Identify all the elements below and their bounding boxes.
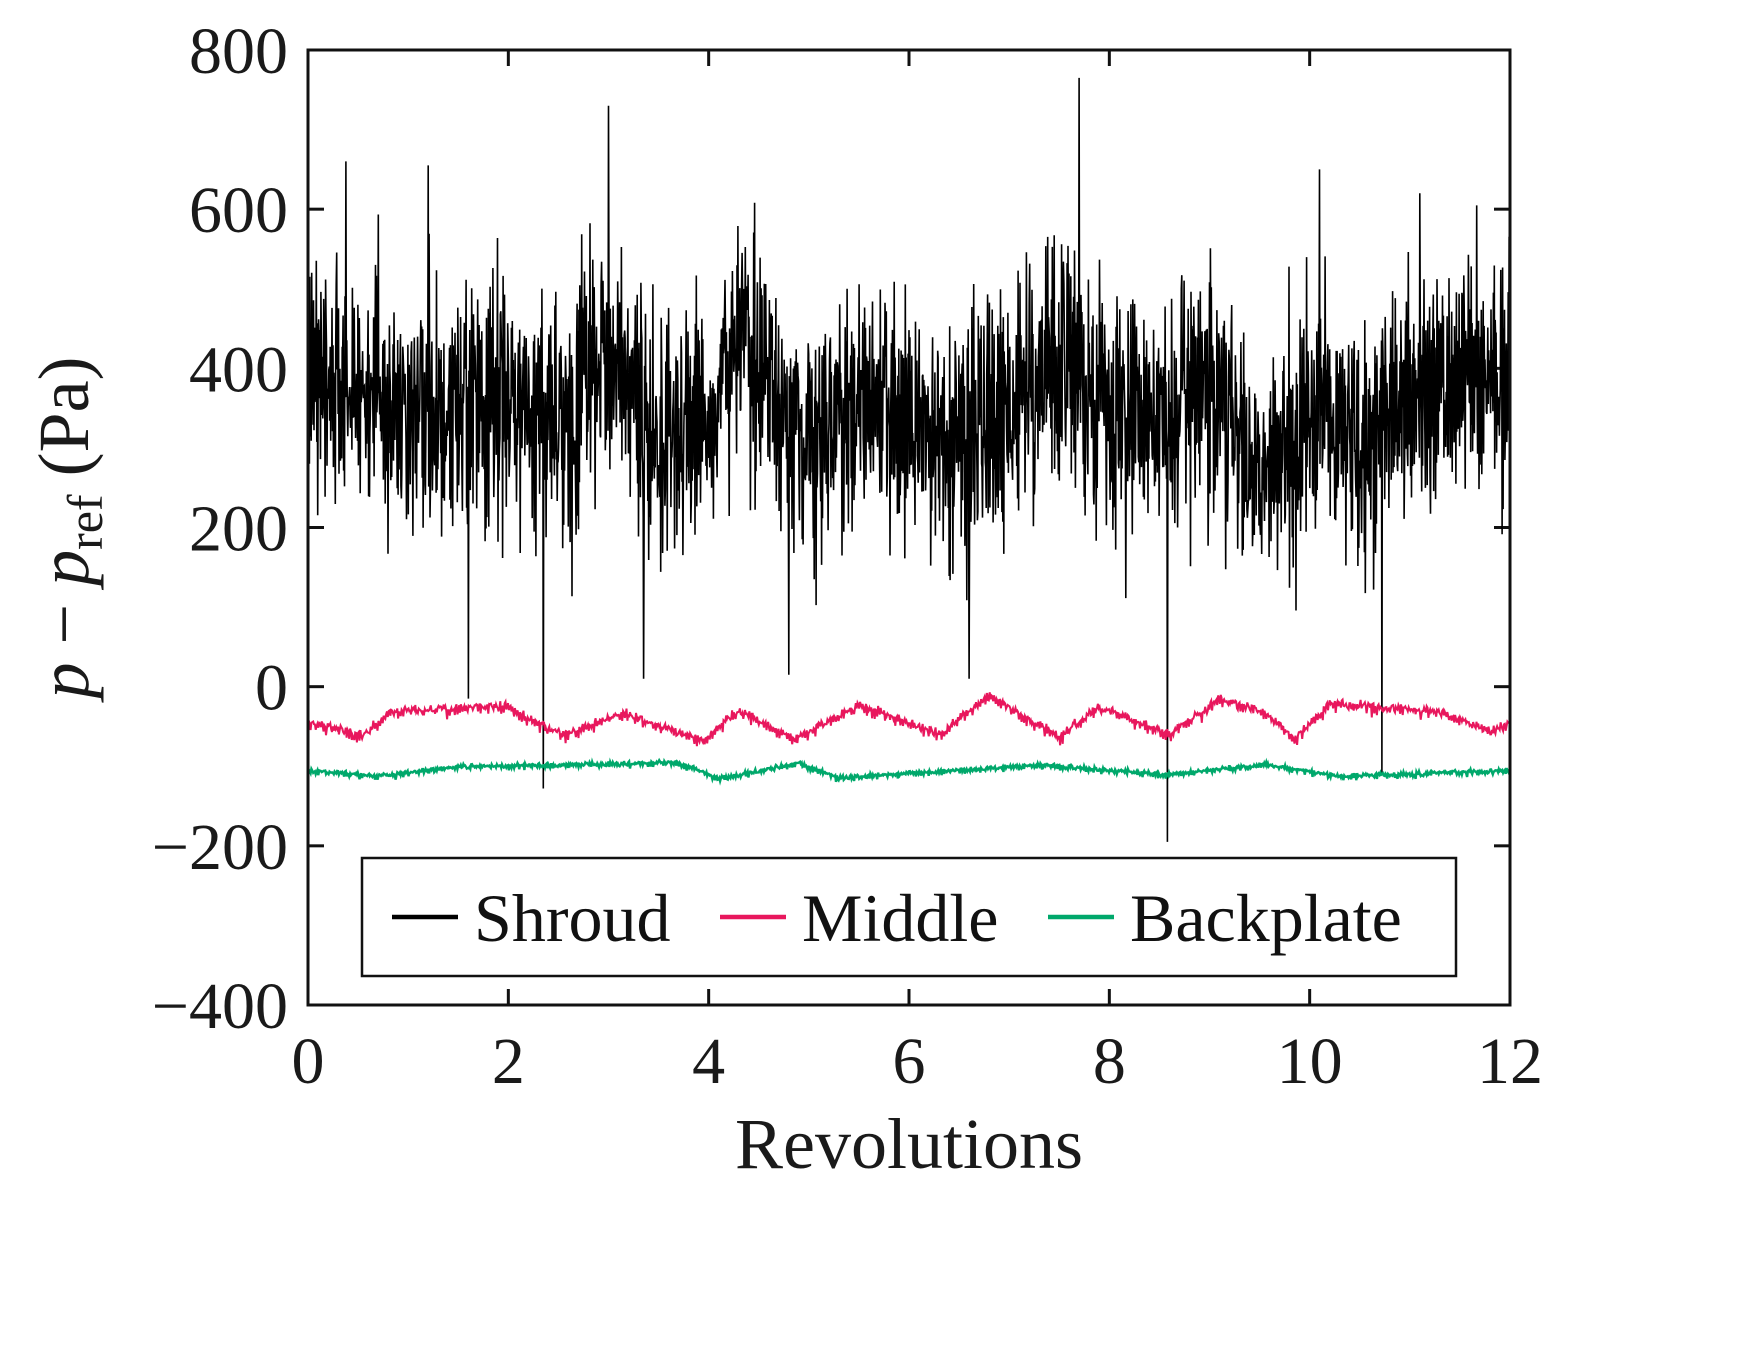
series-line-backplate	[306, 757, 1512, 786]
series-line-shroud	[307, 77, 1511, 842]
plot-frame	[306, 48, 1512, 1007]
x-tick-label: 6	[893, 1025, 926, 1098]
y-axis-title-subscript: ref	[57, 494, 113, 550]
legend-box	[360, 856, 1458, 978]
legend: Shroud Middle Backplate	[360, 856, 1458, 978]
y-tick-label: 200	[189, 493, 288, 566]
y-tick-label: 400	[189, 333, 288, 406]
x-tick-label: 8	[1093, 1025, 1126, 1098]
legend-label-backplate: Backplate	[1130, 880, 1402, 956]
y-axis-title-ref-symbol: p	[24, 550, 104, 591]
legend-items: Shroud Middle Backplate	[392, 880, 1402, 956]
x-axis-title: Revolutions	[735, 1104, 1083, 1184]
y-axis-title-symbol: p	[24, 663, 104, 704]
legend-label-shroud: Shroud	[474, 880, 670, 956]
y-axis-title-minus: −	[24, 586, 104, 663]
x-tick-label: 2	[492, 1025, 525, 1098]
series-layer	[306, 77, 1512, 842]
x-axis-ticks: 0 2 4 6 8 10 12	[292, 50, 1543, 1098]
y-axis-title-unit: (Pa)	[24, 356, 104, 494]
y-tick-label: 0	[255, 652, 288, 725]
x-tick-label: 12	[1477, 1025, 1543, 1098]
y-tick-label: −400	[152, 970, 288, 1043]
y-axis-title: p − pref (Pa)	[24, 356, 113, 703]
series-line-middle	[307, 692, 1511, 747]
legend-label-middle: Middle	[802, 880, 998, 956]
y-tick-label: −200	[152, 811, 288, 884]
x-tick-label: 4	[692, 1025, 725, 1098]
y-tick-label: 600	[189, 174, 288, 247]
x-tick-label: 0	[292, 1025, 325, 1098]
y-tick-label: 800	[189, 15, 288, 88]
x-tick-label: 10	[1277, 1025, 1343, 1098]
y-axis-ticks: −400 −200 0 200 400 600 800	[152, 15, 1510, 1043]
